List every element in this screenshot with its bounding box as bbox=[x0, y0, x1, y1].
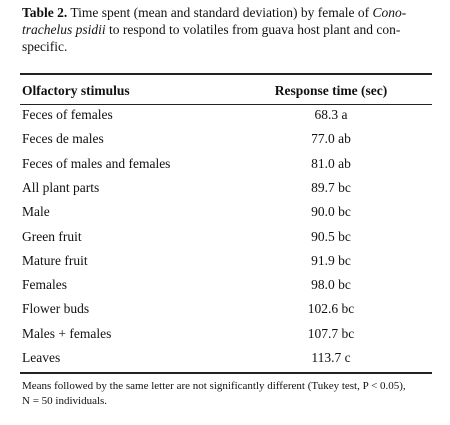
bottom-rule bbox=[20, 372, 432, 374]
response-cell: 102.6 bc bbox=[307, 301, 355, 317]
stimulus-cell: Flower buds bbox=[22, 301, 90, 317]
footnote-line: Means followed by the same letter are no… bbox=[22, 380, 406, 392]
caption-text: specific. bbox=[22, 39, 68, 54]
stimulus-cell: Green fruit bbox=[22, 228, 82, 244]
caption-text: Time spent (mean and standard deviation)… bbox=[67, 5, 373, 20]
top-rule bbox=[20, 73, 432, 75]
caption-line: Table 2. Time spent (mean and standard d… bbox=[22, 5, 406, 21]
caption-text: trachelus psidii bbox=[22, 22, 106, 37]
stimulus-cell: Feces of females bbox=[22, 107, 113, 122]
stimulus-cell: Male bbox=[22, 204, 50, 220]
response-cell: 90.5 bc bbox=[311, 228, 351, 244]
response-cell: 90.0 bc bbox=[311, 204, 351, 220]
response-cell: 89.7 bc bbox=[311, 179, 351, 195]
response-cell: 107.7 bc bbox=[307, 325, 355, 341]
column-header: Response time (sec) bbox=[274, 83, 388, 98]
column-header: Olfactory stimulus bbox=[22, 83, 130, 98]
response-cell: 77.0 ab bbox=[311, 131, 351, 147]
caption-text: Cono- bbox=[372, 5, 407, 20]
header-rule bbox=[20, 104, 432, 105]
response-cell: 113.7 c bbox=[311, 350, 351, 365]
caption-text: to respond to volatiles from guava host … bbox=[105, 22, 401, 37]
stimulus-cell: All plant parts bbox=[22, 179, 100, 195]
stimulus-cell: Leaves bbox=[22, 350, 61, 365]
response-cell: 81.0 ab bbox=[311, 155, 351, 171]
response-cell: 98.0 bc bbox=[311, 277, 351, 293]
response-cell: 91.9 bc bbox=[311, 252, 351, 268]
response-cell: 68.3 a bbox=[314, 107, 348, 122]
stimulus-cell: Males + females bbox=[22, 325, 112, 341]
caption-line: trachelus psidii to respond to volatiles… bbox=[22, 22, 400, 38]
stimulus-cell: Feces of males and females bbox=[22, 155, 171, 171]
stimulus-cell: Feces de males bbox=[22, 131, 104, 147]
caption-line: specific. bbox=[22, 39, 67, 55]
caption-label: Table 2. bbox=[22, 5, 68, 20]
footnote-line: N = 50 individuals. bbox=[22, 395, 108, 407]
stimulus-cell: Females bbox=[22, 277, 67, 293]
stimulus-cell: Mature fruit bbox=[22, 252, 88, 268]
